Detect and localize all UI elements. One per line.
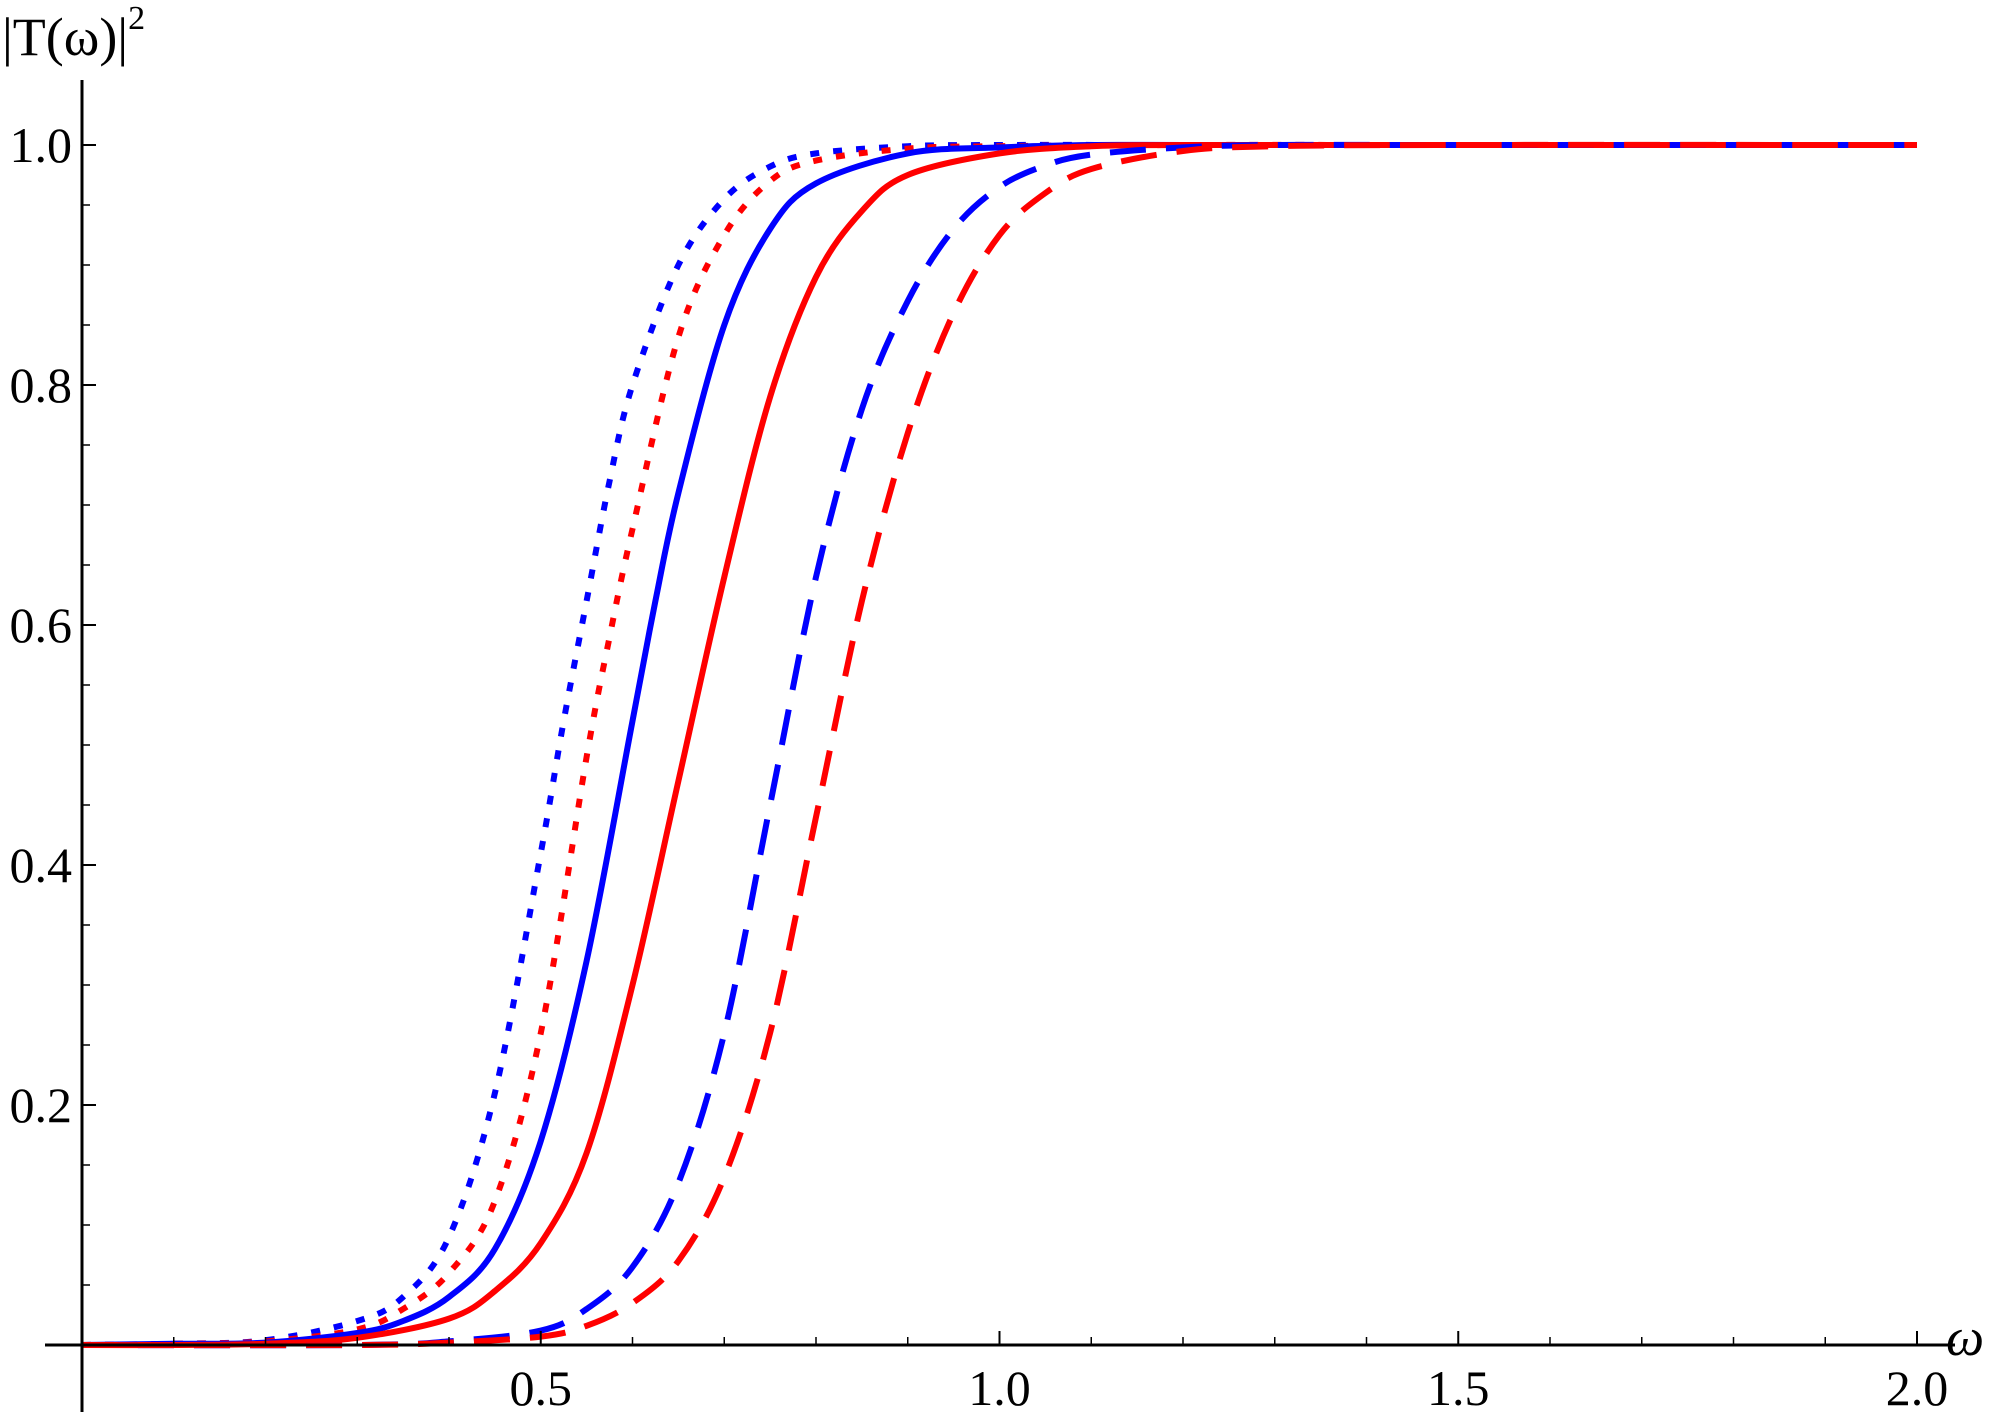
x-tick-label: 1.0	[968, 1360, 1031, 1416]
y-tick-label: 0.8	[10, 357, 73, 413]
x-tick-label: 2.0	[1886, 1360, 1949, 1416]
curves-layer	[81, 141, 1918, 1349]
series-line-5-dashed	[81, 141, 1917, 1349]
y-tick-label: 1.0	[10, 117, 73, 173]
y-tick-label: 0.4	[10, 837, 73, 893]
x-tick-label: 1.5	[1427, 1360, 1490, 1416]
y-axis-label-base: |T(ω)|	[2, 7, 128, 67]
series-line-6-dashed	[81, 141, 1918, 1349]
x-tick-label: 0.5	[510, 1360, 573, 1416]
ticks-layer	[82, 144, 1918, 1345]
series-line-3-solid	[81, 141, 1917, 1348]
y-tick-label: 0.2	[10, 1077, 73, 1133]
tick-labels-layer: 0.5 1.0 1.5 2.0 0.2 0.4 0.6 0.8 1.0	[10, 117, 1949, 1416]
axes-layer	[45, 80, 1955, 1412]
y-tick-label: 0.6	[10, 597, 73, 653]
series-line-2-dotted	[81, 141, 1917, 1348]
series-line-1-dotted	[81, 141, 1917, 1348]
y-axis-label-exponent: 2	[128, 0, 145, 37]
series-line-4-solid	[81, 141, 1917, 1349]
x-axis-label: ω	[1946, 1307, 1984, 1367]
y-axis-label: |T(ω)|2	[2, 0, 145, 67]
